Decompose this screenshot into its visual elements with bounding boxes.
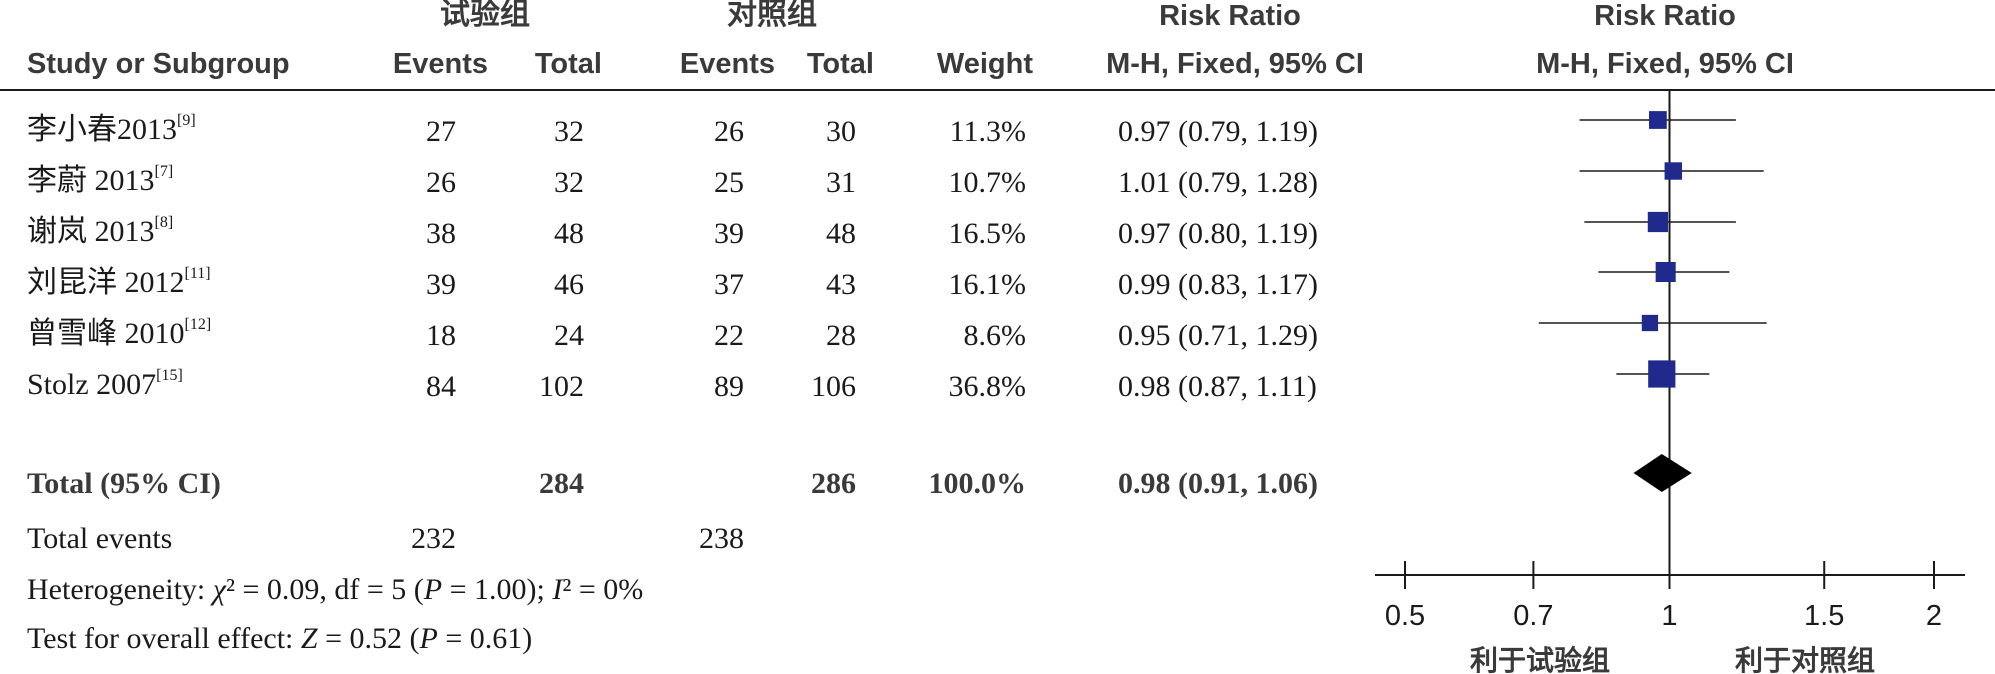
events-header-control: Events: [679, 48, 775, 80]
study-name: 谢岚 2013[8]: [27, 214, 174, 248]
events-control: 26: [714, 115, 744, 148]
study-reference: [9]: [177, 112, 196, 129]
events-control: 89: [714, 370, 744, 403]
x-axis-tick-label: 0.7: [1513, 600, 1553, 632]
total-experimental: 46: [554, 268, 584, 301]
study-weight: 10.7%: [948, 166, 1027, 199]
study-name: 李蔚 2013[7]: [27, 163, 174, 197]
overall-effect-statistic: Test for overall effect: Z = 0.52 (P = 0…: [27, 622, 533, 655]
risk-ratio-header-left: Risk Ratio: [1159, 0, 1301, 32]
events-experimental: 18: [426, 319, 456, 352]
total-control: 30: [826, 115, 856, 148]
study-weight: 36.8%: [948, 370, 1027, 403]
events-experimental: 84: [426, 370, 456, 403]
study-risk-ratio-ci: 0.97 (0.80, 1.19): [1118, 217, 1318, 250]
total-control: 31: [826, 166, 856, 199]
effect-size-box: [1648, 111, 1667, 129]
header-rule: [0, 89, 1995, 91]
weight-header: Weight: [936, 48, 1033, 80]
total-participants-control: 286: [811, 467, 856, 500]
total-experimental: 32: [554, 166, 584, 199]
risk-ratio-header-right: Risk Ratio: [1594, 0, 1736, 32]
events-experimental: 27: [426, 115, 456, 148]
total-control: 48: [826, 217, 856, 250]
effect-size-box: [1641, 314, 1659, 332]
favors-experimental-label: 利于试验组: [1470, 644, 1610, 674]
heterogeneity-statistic: Heterogeneity: χ² = 0.09, df = 5 (P = 1.…: [27, 573, 644, 606]
effect-size-box: [1647, 211, 1668, 233]
study-reference: [12]: [184, 316, 212, 333]
total-events-control: 238: [699, 522, 744, 555]
study-reference: [15]: [156, 367, 183, 384]
study-risk-ratio-ci: 1.01 (0.79, 1.28): [1118, 166, 1318, 199]
total-events-label: Total events: [27, 522, 173, 555]
total-experimental: 48: [554, 217, 584, 250]
study-weight: 16.1%: [948, 268, 1027, 301]
study-reference: [11]: [184, 265, 211, 282]
events-control: 22: [714, 319, 744, 352]
events-experimental: 38: [426, 217, 456, 250]
total-risk-ratio-ci: 0.98 (0.91, 1.06): [1118, 467, 1318, 500]
total-label: Total (95% CI): [27, 467, 221, 500]
study-weight: 8.6%: [963, 319, 1027, 352]
effect-size-box: [1655, 261, 1676, 283]
x-axis-tick-label: 1: [1661, 600, 1677, 632]
study-weight: 11.3%: [949, 115, 1026, 148]
study-risk-ratio-ci: 0.95 (0.71, 1.29): [1118, 319, 1318, 352]
study-weight: 16.5%: [948, 217, 1027, 250]
pooled-effect-diamond: [1633, 454, 1692, 492]
study-reference: [8]: [154, 214, 174, 231]
effect-size-box: [1648, 360, 1676, 388]
total-control: 43: [826, 268, 856, 301]
events-control: 39: [714, 217, 744, 250]
total-participants-experimental: 284: [539, 467, 584, 500]
x-axis-tick-label: 1.5: [1804, 600, 1844, 632]
total-control: 28: [826, 319, 856, 352]
events-experimental: 26: [426, 166, 456, 199]
total-control: 106: [811, 370, 856, 403]
study-name: 曾雪峰 2010[12]: [27, 316, 212, 350]
study-risk-ratio-ci: 0.97 (0.79, 1.19): [1118, 115, 1318, 148]
favors-control-label: 利于对照组: [1735, 644, 1875, 674]
study-name: 刘昆洋 2012[11]: [27, 265, 211, 299]
study-reference: [7]: [154, 163, 174, 180]
events-control: 37: [714, 268, 744, 301]
total-header-control: Total: [806, 48, 874, 80]
total-experimental: 102: [539, 370, 584, 403]
method-header-right: M-H, Fixed, 95% CI: [1536, 48, 1794, 80]
total-experimental: 32: [554, 115, 584, 148]
total-experimental: 24: [554, 319, 584, 352]
events-control: 25: [714, 166, 744, 199]
total-events-experimental: 232: [411, 522, 456, 555]
group-header-control: 对照组: [727, 0, 817, 31]
effect-size-box: [1664, 162, 1683, 180]
events-header-experimental: Events: [392, 48, 488, 80]
study-name: 李小春2013[9]: [27, 112, 196, 146]
group-header-experimental: 试验组: [440, 0, 530, 31]
total-weight: 100.0%: [928, 467, 1027, 500]
study-risk-ratio-ci: 0.98 (0.87, 1.11): [1118, 370, 1317, 403]
x-axis-tick-label: 2: [1926, 600, 1942, 632]
total-header-experimental: Total: [534, 48, 602, 80]
events-experimental: 39: [426, 268, 456, 301]
study-risk-ratio-ci: 0.99 (0.83, 1.17): [1118, 268, 1318, 301]
method-header-left: M-H, Fixed, 95% CI: [1106, 48, 1364, 80]
study-column-header: Study or Subgroup: [27, 48, 290, 80]
x-axis-tick-label: 0.5: [1385, 600, 1425, 632]
study-name: Stolz 2007[15]: [27, 367, 183, 401]
